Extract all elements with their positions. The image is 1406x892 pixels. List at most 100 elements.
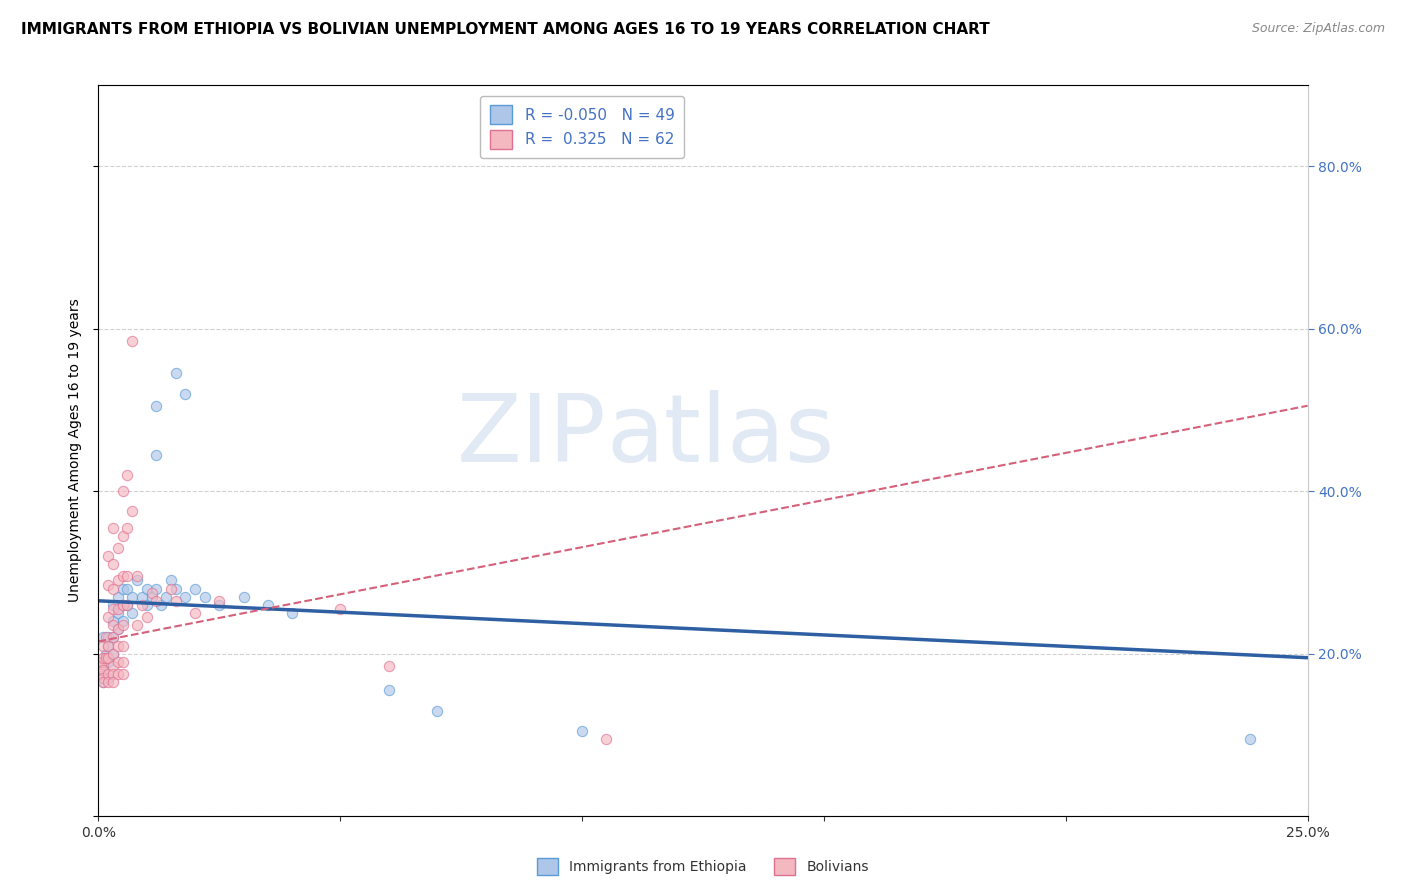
Point [121,504,143,518]
Point [127,618,149,632]
Point [91,663,114,677]
Point [97,577,120,591]
Point [329,602,352,616]
Text: atlas: atlas [606,390,835,482]
Point [117,582,139,596]
Point [101,521,124,535]
Point [377,683,399,698]
Point [101,631,124,645]
Point [165,594,187,608]
Point [94,650,117,665]
Point [111,569,134,583]
Point [111,529,134,543]
Point [107,667,129,681]
Point [281,606,304,620]
Point [145,582,167,596]
Point [90,655,112,669]
Point [141,585,163,599]
Point [101,647,124,661]
Point [111,655,134,669]
Point [135,610,157,624]
Point [131,598,153,612]
Point [208,598,231,612]
Point [97,639,120,653]
Point [184,606,207,620]
Point [121,334,143,348]
Point [91,639,114,653]
Point [426,704,449,718]
Point [111,598,134,612]
Point [1239,731,1261,746]
Point [91,671,114,685]
Point [97,655,120,669]
Point [145,399,167,413]
Point [107,602,129,616]
Point [97,549,120,563]
Point [90,658,112,673]
Point [165,582,187,596]
Point [101,618,124,632]
Point [101,582,124,596]
Point [135,582,157,596]
Point [208,594,231,608]
Point [111,639,134,653]
Point [107,655,129,669]
Point [91,655,114,669]
Point [107,541,129,555]
Point [107,606,129,620]
Point [107,622,129,636]
Point [135,598,157,612]
Point [97,667,120,681]
Point [155,590,177,604]
Point [94,631,117,645]
Point [101,631,124,645]
Point [111,598,134,612]
Point [165,366,187,380]
Point [184,582,207,596]
Point [97,675,120,690]
Point [101,558,124,572]
Point [145,448,167,462]
Point [131,590,153,604]
Point [111,614,134,628]
Point [101,658,124,673]
Point [595,731,617,746]
Point [127,574,149,588]
Point [150,598,173,612]
Point [91,650,114,665]
Point [107,590,129,604]
Point [111,582,134,596]
Point [174,590,197,604]
Point [127,569,149,583]
Point [117,569,139,583]
Point [174,386,197,401]
Point [91,675,114,690]
Point [97,650,120,665]
Point [101,667,124,681]
Point [107,639,129,653]
Point [141,590,163,604]
Point [97,639,120,653]
Point [117,598,139,612]
Point [160,582,183,596]
Point [91,671,114,685]
Point [377,658,399,673]
Legend: Immigrants from Ethiopia, Bolivians: Immigrants from Ethiopia, Bolivians [531,853,875,880]
Point [89,655,111,669]
Point [121,606,143,620]
Point [111,618,134,632]
Y-axis label: Unemployment Among Ages 16 to 19 years: Unemployment Among Ages 16 to 19 years [69,299,83,602]
Point [97,610,120,624]
Point [97,671,120,685]
Point [107,622,129,636]
Point [101,598,124,612]
Point [232,590,254,604]
Point [111,484,134,499]
Point [91,631,114,645]
Legend: R = -0.050   N = 49, R =  0.325   N = 62: R = -0.050 N = 49, R = 0.325 N = 62 [481,96,683,158]
Point [101,614,124,628]
Point [256,598,278,612]
Point [91,675,114,690]
Point [101,647,124,661]
Point [194,590,217,604]
